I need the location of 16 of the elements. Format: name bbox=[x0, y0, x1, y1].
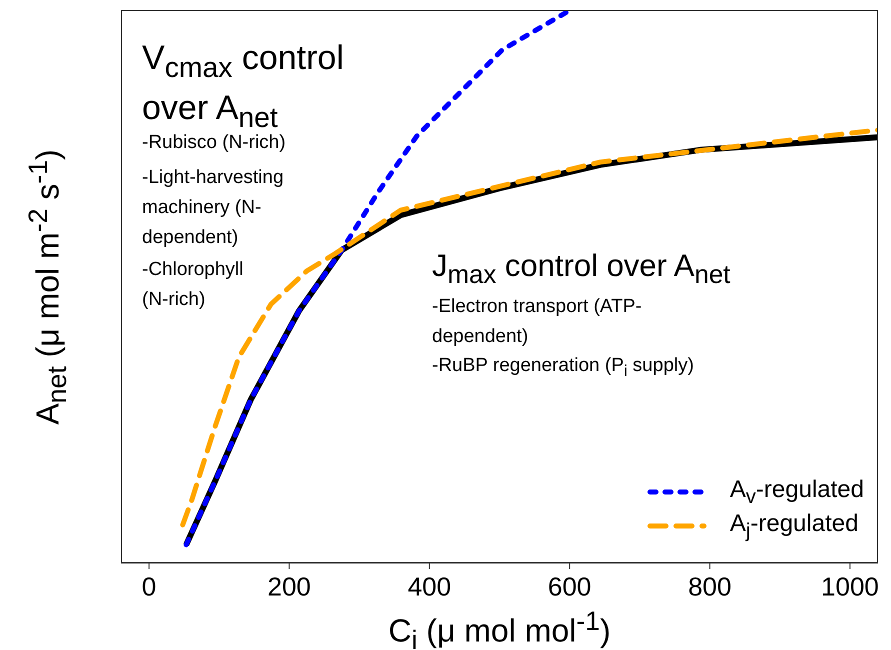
x-axis-title: C$_{i}$ (μ mol mol$^{-1}$) bbox=[388, 606, 611, 650]
annotation: -Chlorophyll (N-rich) bbox=[142, 258, 244, 312]
x-tick-label: 800 bbox=[688, 571, 732, 602]
annotation: -Light-harvesting machinery (N-dependent) bbox=[142, 166, 285, 250]
x-tick-label: 1000 bbox=[821, 571, 879, 602]
legend-label: A$_{v}$-regulated bbox=[730, 476, 864, 508]
annotation: -Electron transport (ATP-dependent) bbox=[432, 295, 643, 349]
x-tick-label: 200 bbox=[268, 571, 311, 602]
x-tick-label: 400 bbox=[408, 571, 452, 602]
x-tick-label: 600 bbox=[548, 571, 592, 602]
x-tick-label: 0 bbox=[142, 571, 156, 602]
annotation: J$_{max}$ control over A$_{net}$ bbox=[432, 248, 732, 290]
annotation: V$_{cmax}$ control over A$_{net}$ bbox=[142, 39, 344, 134]
annotation: -Rubisco (N-rich) bbox=[142, 132, 287, 154]
annotation: -RuBP regeneration (P$_{i}$ supply) bbox=[432, 355, 695, 381]
legend-label: A$_{j}$-regulated bbox=[730, 510, 858, 542]
